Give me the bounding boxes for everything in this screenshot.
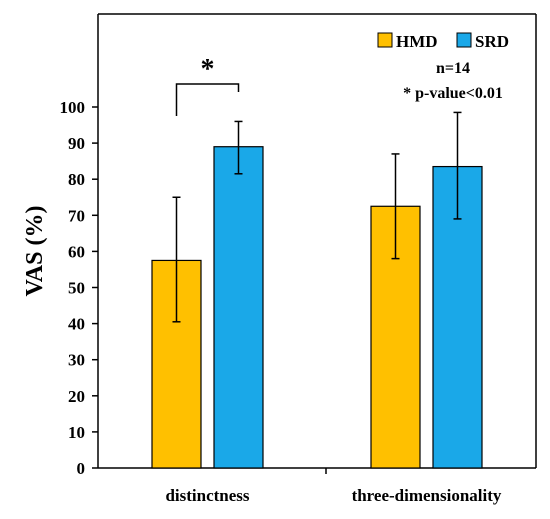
significance-star: * <box>201 54 215 85</box>
legend: HMD SRD <box>377 32 509 51</box>
significance-bracket: * <box>175 54 240 116</box>
bars <box>151 146 483 469</box>
x-category-label: distinctness <box>165 486 249 505</box>
legend-swatch-srd <box>456 32 472 48</box>
y-tick-label: 10 <box>68 423 85 442</box>
legend-swatch-hmd <box>377 32 393 48</box>
bar-hmd-2 <box>370 205 421 469</box>
legend-label-hmd: HMD <box>396 32 438 51</box>
y-tick-label: 30 <box>68 351 85 370</box>
y-tick-label: 60 <box>68 242 85 261</box>
y-tick-label: 70 <box>68 206 85 225</box>
bar-hmd-1 <box>151 259 202 469</box>
category-labels: distinctness three-dimensionality <box>165 486 501 505</box>
y-tick-label: 90 <box>68 134 85 153</box>
y-ticks: 0 10 20 30 40 50 60 70 80 90 100 <box>60 98 327 478</box>
bar-srd-1 <box>213 146 264 469</box>
y-axis-title: VAS (%) <box>22 206 48 297</box>
y-tick-label: 50 <box>68 279 85 298</box>
legend-label-srd: SRD <box>475 32 509 51</box>
p-value-note: * p-value<0.01 <box>403 85 503 102</box>
error-bars <box>172 111 462 323</box>
y-tick-label: 40 <box>68 315 85 334</box>
y-tick-label: 0 <box>77 459 86 478</box>
bracket-line <box>175 83 240 116</box>
y-tick-label: 20 <box>68 387 85 406</box>
sample-size-note: n=14 <box>436 60 470 77</box>
x-category-label: three-dimensionality <box>352 486 502 505</box>
y-tick-label: 80 <box>68 170 85 189</box>
y-tick-label: 100 <box>60 98 86 117</box>
